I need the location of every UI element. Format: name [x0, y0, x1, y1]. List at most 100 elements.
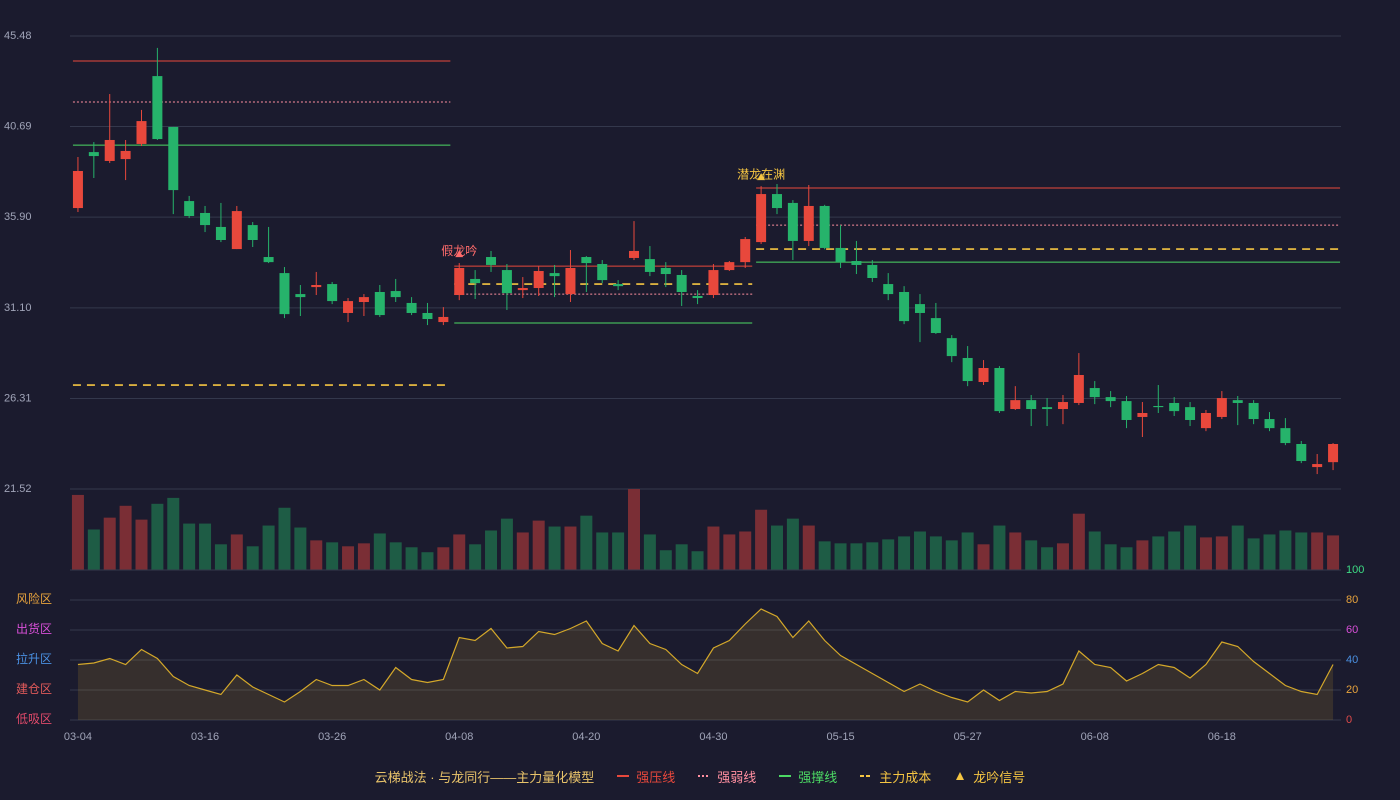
candle-body — [200, 212, 211, 226]
volume-bar — [993, 525, 1006, 570]
candle-body — [533, 271, 544, 289]
candle-body — [215, 226, 226, 241]
volume-bar — [707, 526, 720, 570]
y-tick-label: 40 — [1346, 654, 1358, 666]
volume-bar — [723, 534, 736, 570]
volume-bar — [1136, 540, 1149, 570]
x-tick-label: 03-26 — [318, 731, 346, 743]
candle-body — [1089, 388, 1100, 398]
volume-bar — [183, 523, 196, 570]
candle-body — [1010, 400, 1021, 410]
candle-body — [613, 284, 624, 287]
volume-bar — [389, 542, 402, 570]
legend-label: 强压线 — [636, 769, 676, 785]
volume-bar — [326, 542, 339, 570]
candle-body — [72, 170, 83, 209]
volume-bar — [151, 503, 164, 570]
candle-body — [1042, 407, 1053, 410]
candle-body — [1169, 402, 1180, 412]
legend: 云梯战法 · 与龙同行——主力量化模型 强压线 强弱线 强撑线 主力成本 龙吟信号 — [0, 764, 1400, 788]
volume-bar — [342, 546, 355, 570]
candle-body — [740, 239, 751, 263]
candle-body — [1121, 401, 1132, 420]
candle-body — [438, 316, 449, 323]
volume-bar — [167, 497, 180, 570]
signal-marker — [455, 250, 464, 258]
candle-body — [1105, 397, 1116, 402]
volume-bar — [119, 505, 132, 570]
y-tick-label: 20 — [1346, 684, 1358, 696]
candle-body — [644, 259, 655, 272]
volume-bar — [770, 525, 783, 570]
volume-bar — [405, 547, 418, 570]
volume-bar — [469, 544, 482, 570]
legend-marker — [956, 772, 965, 780]
candle-body — [374, 291, 385, 316]
candle-body — [120, 150, 131, 160]
candle-body — [1057, 402, 1068, 410]
candle-body — [1232, 400, 1243, 403]
volume-bar — [675, 544, 688, 570]
x-tick-label: 04-30 — [699, 731, 727, 743]
volume-bar — [929, 536, 942, 570]
x-tick-label: 04-20 — [572, 731, 600, 743]
candle-body — [565, 267, 576, 295]
candle-body — [168, 126, 179, 191]
zone-label: 低吸区 — [16, 712, 52, 726]
volume-bar — [1152, 536, 1165, 570]
volume-bar — [71, 494, 84, 570]
volume-bar — [1025, 540, 1038, 570]
legend-title: 云梯战法 · 与龙同行——主力量化模型 — [374, 769, 595, 785]
volume-bar — [786, 518, 799, 570]
x-tick-label: 06-08 — [1081, 731, 1109, 743]
candle-body — [1296, 444, 1307, 462]
volume-bar — [1072, 513, 1085, 570]
x-tick-label: 06-18 — [1208, 731, 1236, 743]
volume-bar — [1231, 525, 1244, 570]
volume-bar — [1327, 535, 1340, 570]
y-tick-label: 80 — [1346, 594, 1358, 606]
candle-body — [819, 205, 830, 248]
volume-bar — [1088, 531, 1101, 570]
zone-label: 风险区 — [16, 591, 52, 606]
legend-item: 主力成本 — [859, 767, 931, 786]
y-tick-label: 35.90 — [4, 211, 32, 223]
volume-bar — [1009, 532, 1022, 570]
volume-bar — [1056, 543, 1069, 570]
volume-bar — [850, 543, 863, 570]
legend-label: 强撑线 — [798, 769, 838, 785]
candle-body — [962, 357, 973, 382]
candle-body — [1280, 428, 1291, 444]
volume-bar — [1311, 532, 1324, 570]
candle-body — [454, 267, 465, 296]
volume-bar — [1199, 537, 1212, 570]
signal-label: 潜龙在渊 — [737, 167, 785, 181]
volume-bar — [882, 539, 895, 570]
candle-body — [883, 284, 894, 295]
candle-body — [1248, 402, 1259, 420]
candle-body — [1073, 374, 1084, 403]
y-tick-label: 0 — [1346, 714, 1352, 726]
y-tick-label: 26.31 — [4, 392, 32, 404]
candle-body — [1153, 406, 1164, 408]
volume-bar — [834, 543, 847, 570]
legend-item: 龙吟信号 — [953, 767, 1025, 786]
candle-body — [724, 262, 735, 271]
candle-body — [1185, 407, 1196, 420]
legend-swatch — [779, 775, 792, 777]
legend-label: 强弱线 — [717, 769, 757, 785]
volume-bar — [199, 523, 212, 570]
candle-body — [343, 301, 354, 313]
volume-bar — [532, 520, 545, 570]
candle-body — [152, 76, 163, 140]
y-tick-label: 100 — [1346, 564, 1364, 576]
volume-bar — [230, 534, 243, 570]
candle-body — [978, 367, 989, 382]
signal-marker — [757, 173, 766, 181]
candle-body — [1264, 419, 1275, 429]
candle-body — [517, 288, 528, 291]
volume-bar — [596, 532, 609, 570]
zone-label: 拉升区 — [16, 651, 52, 666]
volume-bar — [135, 519, 148, 570]
